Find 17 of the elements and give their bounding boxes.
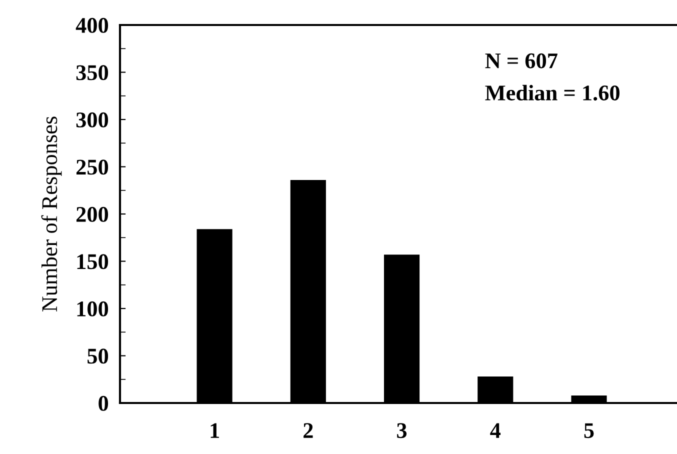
y-tick-label: 350 xyxy=(76,65,108,80)
annotation: Median = 1.60 xyxy=(485,84,620,101)
x-tick-label: 3 xyxy=(397,423,407,438)
y-tick-label: 300 xyxy=(76,112,108,128)
y-tick-label: 200 xyxy=(76,206,108,222)
y-tick-label: 150 xyxy=(77,254,108,270)
y-tick-label: 0 xyxy=(98,396,108,411)
y-tick-label: 250 xyxy=(76,160,108,175)
x-tick-label: 1 xyxy=(210,423,219,438)
y-tick-label: 100 xyxy=(77,301,108,316)
x-tick-label: 2 xyxy=(304,423,313,438)
x-tick-label: 5 xyxy=(584,423,594,438)
x-tick-label: 4 xyxy=(490,423,501,438)
y-tick-label: 400 xyxy=(76,18,108,33)
y-tick-label: 50 xyxy=(88,348,108,364)
y-axis-title: Number of Responses xyxy=(41,116,62,312)
annotation: N = 607 xyxy=(485,53,558,68)
